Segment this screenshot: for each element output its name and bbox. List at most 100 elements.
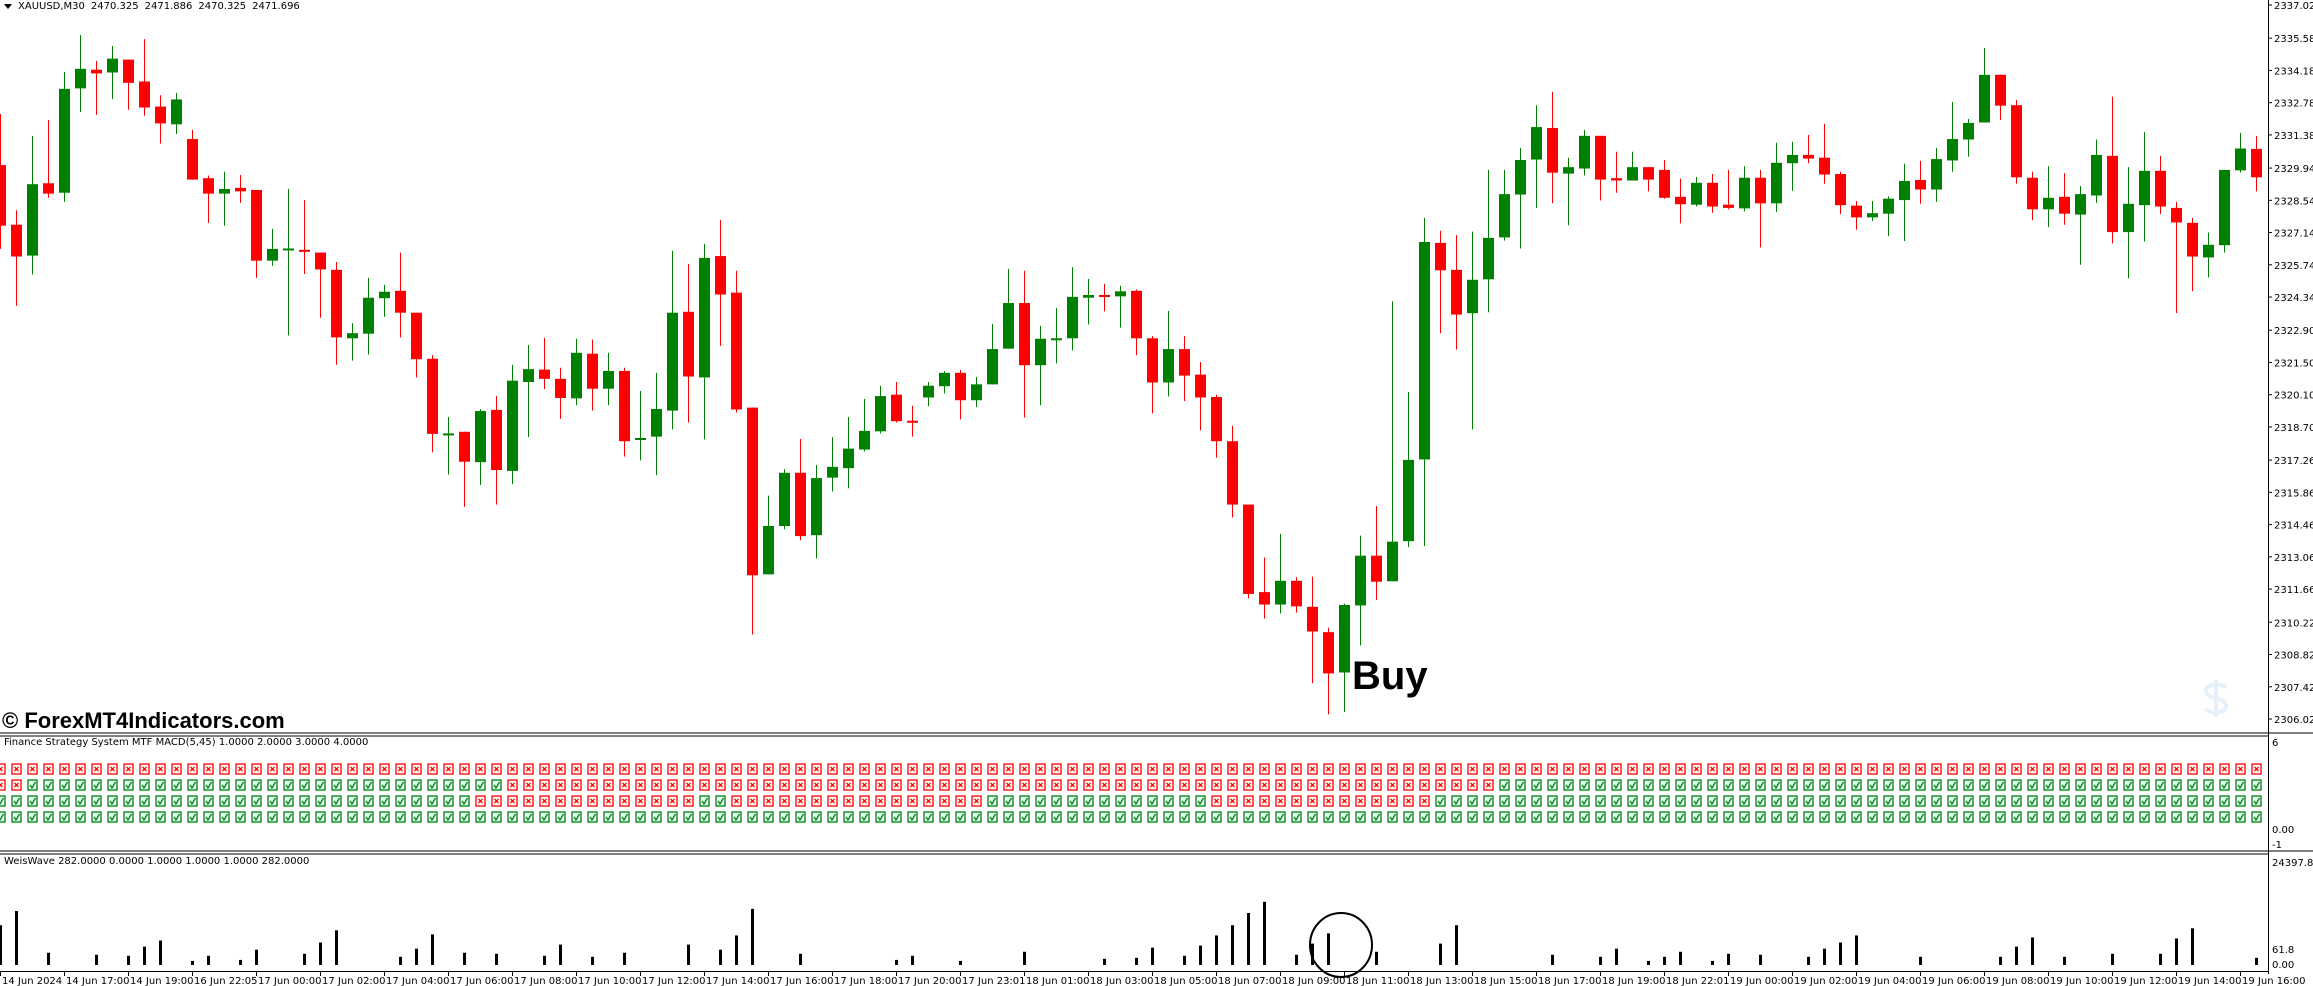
check-icon bbox=[219, 779, 230, 791]
cross-mark bbox=[590, 798, 595, 804]
checkbox-frame bbox=[203, 811, 214, 823]
cross-mark bbox=[782, 766, 787, 772]
candle-body bbox=[283, 248, 294, 251]
highlight-circle bbox=[1309, 912, 1373, 978]
checkbox-frame bbox=[827, 811, 838, 823]
check-mark bbox=[1949, 813, 1957, 822]
cross-icon bbox=[1307, 779, 1318, 791]
candle bbox=[2043, 166, 2054, 228]
cross-icon bbox=[1259, 795, 1270, 807]
candle-body bbox=[443, 433, 454, 436]
check-icon bbox=[11, 811, 22, 823]
cross-icon bbox=[971, 763, 982, 775]
check-mark bbox=[109, 781, 117, 790]
candle-body bbox=[731, 292, 742, 410]
checkbox-frame bbox=[2027, 795, 2038, 807]
cross-mark bbox=[1406, 782, 1411, 788]
check-mark bbox=[1437, 813, 1445, 822]
candle-body bbox=[1931, 159, 1942, 190]
checkbox-frame bbox=[1611, 795, 1622, 807]
cross-mark bbox=[1598, 766, 1603, 772]
cross-mark bbox=[766, 798, 771, 804]
candle-body bbox=[859, 430, 870, 450]
check-icon bbox=[955, 811, 966, 823]
checkbox-frame bbox=[587, 811, 598, 823]
checkbox-frame bbox=[2251, 795, 2262, 807]
check-mark bbox=[1581, 781, 1589, 790]
checkbox-frame bbox=[715, 795, 726, 807]
cross-icon bbox=[491, 795, 502, 807]
check-icon bbox=[1883, 779, 1894, 791]
cross-icon bbox=[603, 795, 614, 807]
cross-mark bbox=[1838, 766, 1843, 772]
check-mark bbox=[77, 797, 85, 806]
cross-mark bbox=[94, 766, 99, 772]
cross-icon bbox=[907, 779, 918, 791]
checkbox-frame bbox=[1131, 795, 1142, 807]
check-mark bbox=[1501, 813, 1509, 822]
indicator2-axis-label: 24397.8 bbox=[2272, 858, 2313, 869]
dropdown-triangle-icon[interactable] bbox=[4, 3, 12, 9]
check-icon bbox=[2075, 795, 2086, 807]
check-mark bbox=[1261, 813, 1269, 822]
check-icon bbox=[747, 811, 758, 823]
check-icon bbox=[683, 811, 694, 823]
check-mark bbox=[1005, 797, 1013, 806]
check-icon bbox=[1867, 795, 1878, 807]
candle-body bbox=[955, 372, 966, 401]
checkbox-frame bbox=[843, 811, 854, 823]
check-mark bbox=[1805, 781, 1813, 790]
cross-icon bbox=[539, 763, 550, 775]
check-mark bbox=[1309, 813, 1317, 822]
cross-icon bbox=[1611, 763, 1622, 775]
candle-body bbox=[347, 333, 358, 339]
cross-mark bbox=[590, 766, 595, 772]
candle-body bbox=[2251, 148, 2262, 178]
check-mark bbox=[269, 813, 277, 822]
check-icon bbox=[299, 795, 310, 807]
candle bbox=[1259, 557, 1270, 619]
checkbox-frame bbox=[1595, 779, 1606, 791]
checkbox-frame bbox=[1947, 811, 1958, 823]
check-mark bbox=[1869, 813, 1877, 822]
checkbox-frame bbox=[2107, 779, 2118, 791]
check-icon bbox=[2187, 811, 2198, 823]
time-label: 18 Jun 03:00 bbox=[1090, 976, 1154, 986]
checkbox-frame bbox=[763, 811, 774, 823]
price-label: 2321.500 bbox=[2274, 358, 2313, 369]
checkbox-frame bbox=[171, 795, 182, 807]
check-mark bbox=[1101, 797, 1109, 806]
check-icon bbox=[2011, 779, 2022, 791]
cross-mark bbox=[1278, 766, 1283, 772]
checkbox-frame bbox=[1627, 811, 1638, 823]
check-mark bbox=[477, 781, 485, 790]
candle-body bbox=[1707, 182, 1718, 207]
check-mark bbox=[685, 813, 693, 822]
candle-body bbox=[1243, 504, 1254, 594]
check-mark bbox=[2093, 797, 2101, 806]
cross-mark bbox=[894, 766, 899, 772]
cross-mark bbox=[494, 798, 499, 804]
checkbox-frame bbox=[2123, 795, 2134, 807]
cross-mark bbox=[2238, 766, 2243, 772]
cross-mark bbox=[1902, 766, 1907, 772]
cross-mark bbox=[830, 782, 835, 788]
cross-mark bbox=[878, 798, 883, 804]
check-icon bbox=[1835, 811, 1846, 823]
check-mark bbox=[1917, 797, 1925, 806]
check-icon bbox=[587, 811, 598, 823]
check-icon bbox=[235, 795, 246, 807]
checkbox-frame bbox=[1995, 779, 2006, 791]
check-mark bbox=[1981, 781, 1989, 790]
check-icon bbox=[91, 795, 102, 807]
checkbox-frame bbox=[299, 795, 310, 807]
candle bbox=[1147, 335, 1158, 414]
cross-mark bbox=[814, 766, 819, 772]
check-icon bbox=[987, 795, 998, 807]
candle bbox=[1835, 171, 1846, 215]
price-label: 2306.020 bbox=[2274, 715, 2313, 726]
candle bbox=[619, 367, 630, 457]
check-mark bbox=[1949, 797, 1957, 806]
check-icon bbox=[507, 811, 518, 823]
cross-icon bbox=[1403, 795, 1414, 807]
